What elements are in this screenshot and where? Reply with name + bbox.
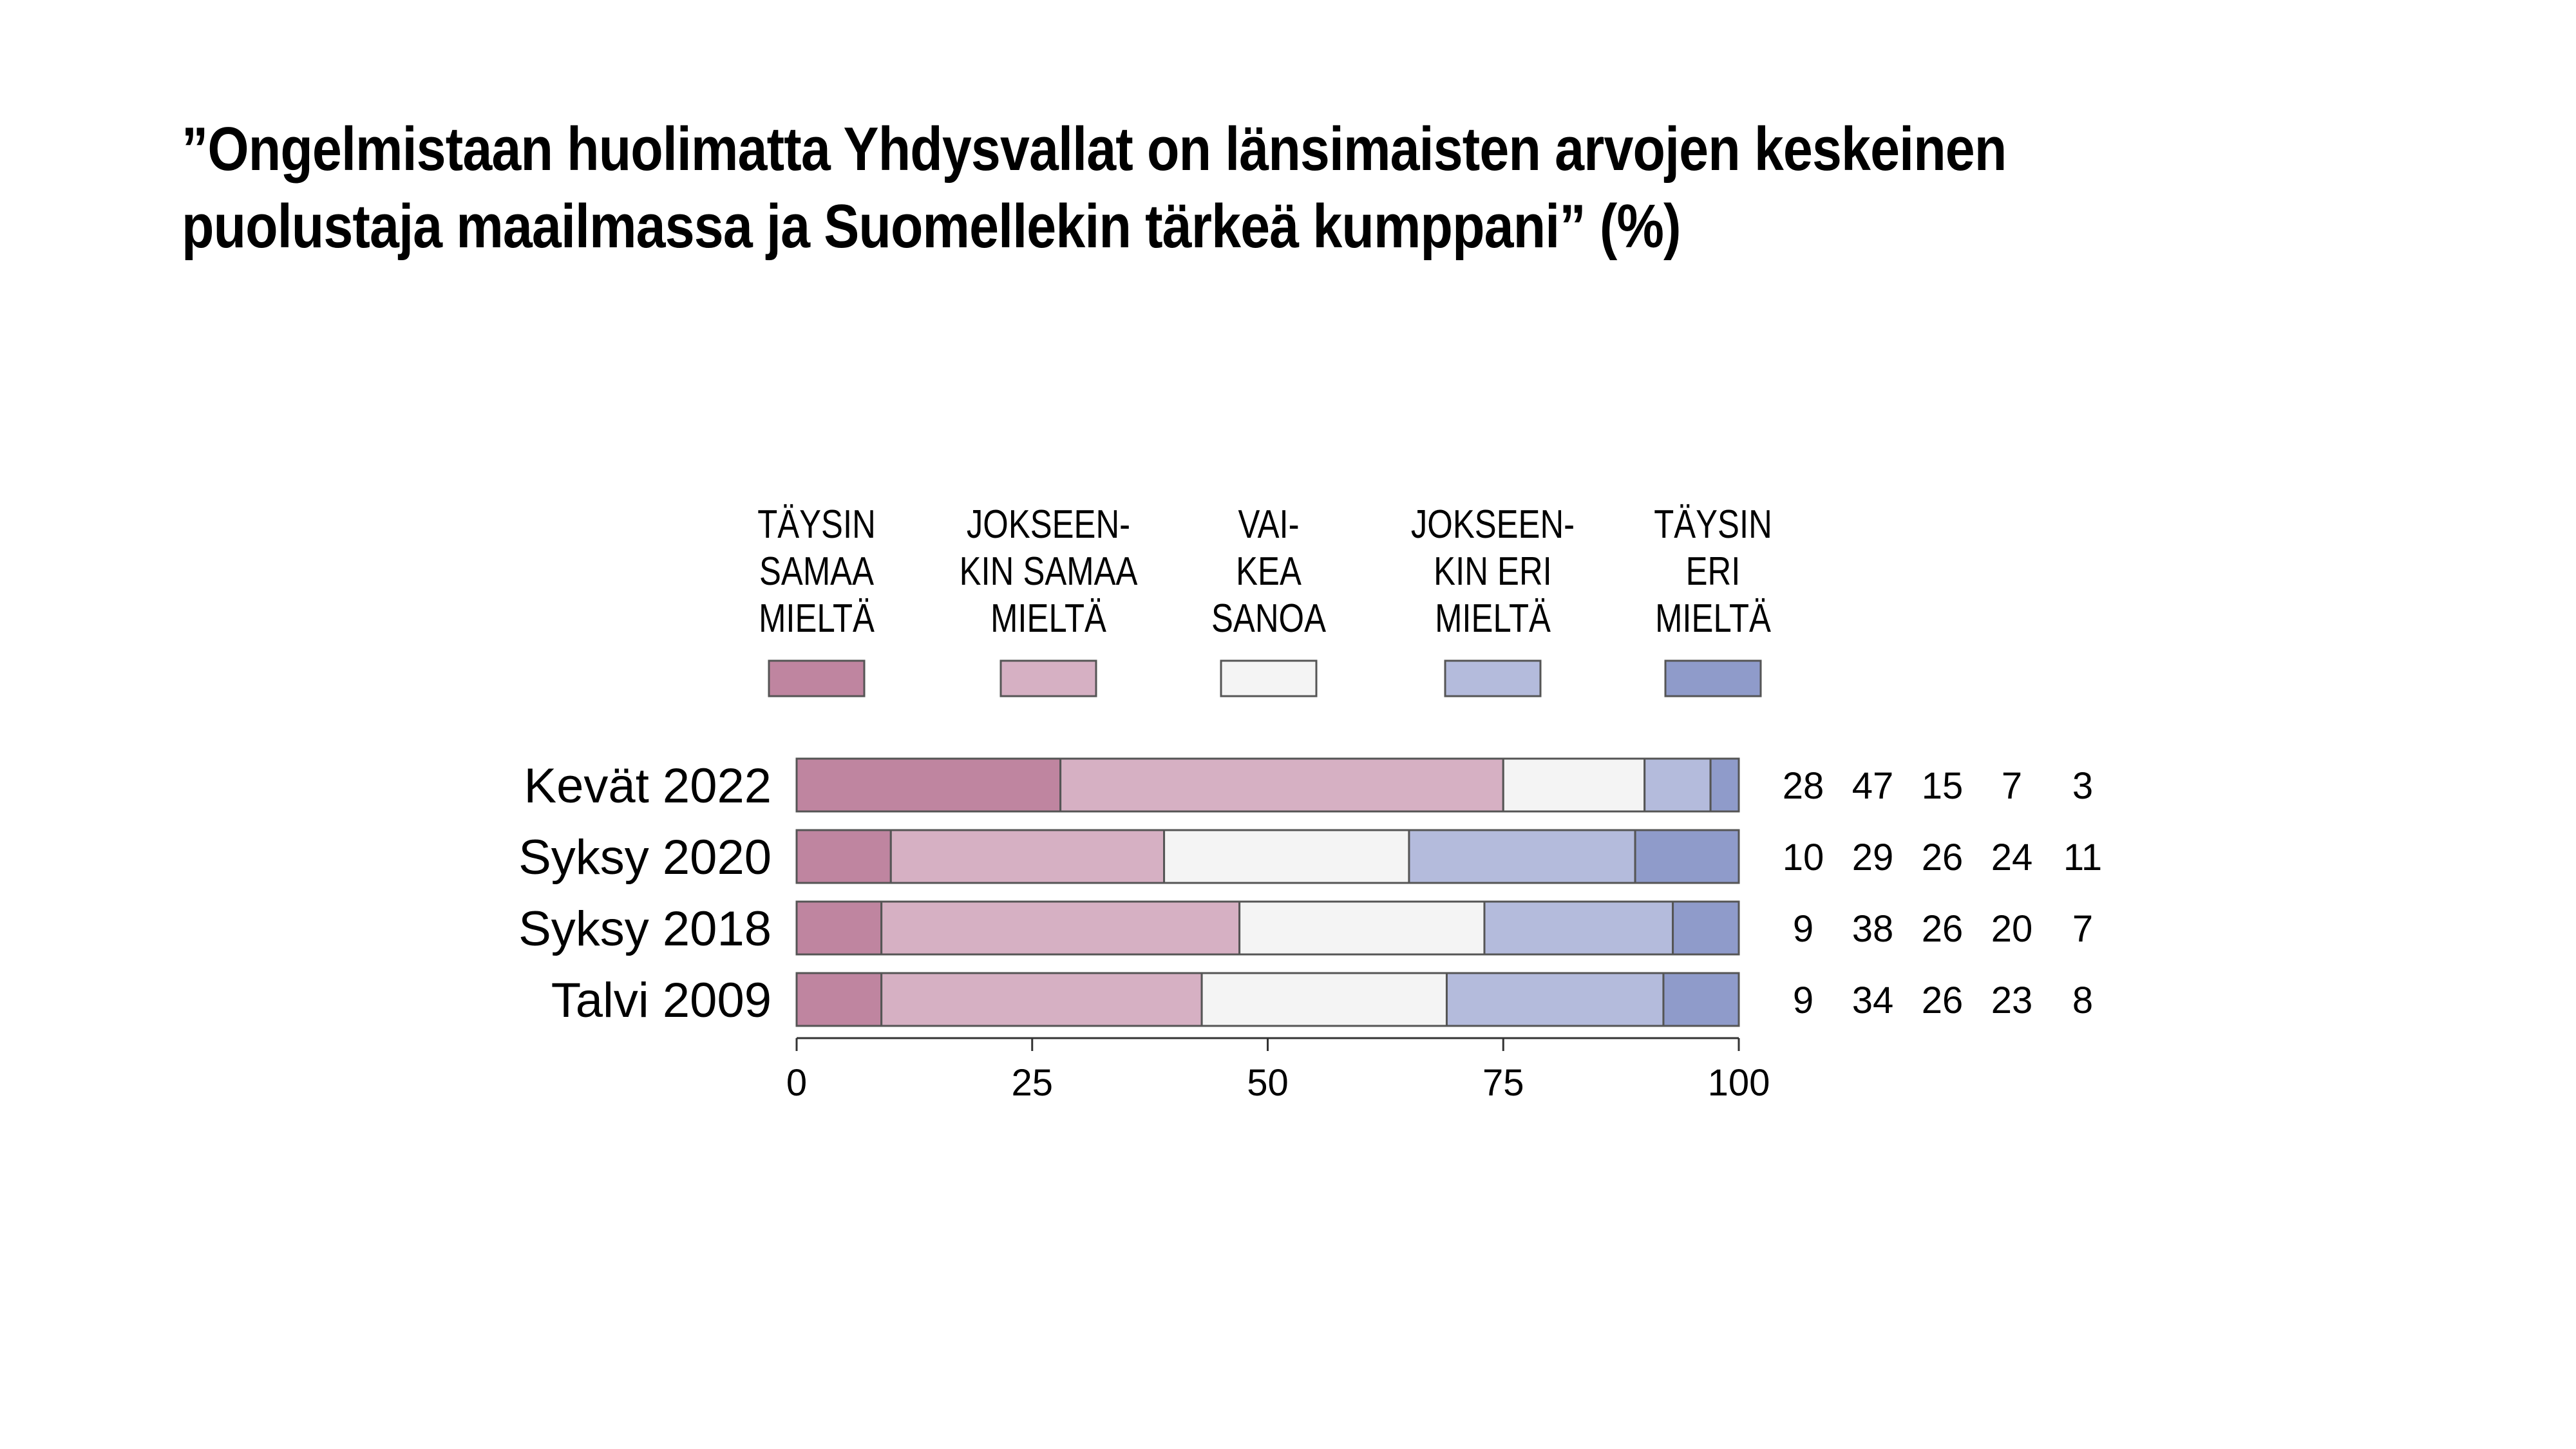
bar-segment	[1200, 972, 1448, 1027]
bars	[795, 757, 1740, 1027]
value-label: 10	[1783, 837, 1824, 878]
value-label: 26	[1922, 837, 1964, 878]
bar-row-4	[795, 972, 1740, 1027]
value-label: 8	[2072, 980, 2093, 1021]
value-label: 26	[1922, 980, 1964, 1021]
legend-swatch	[1444, 659, 1542, 697]
legend-swatch	[768, 659, 866, 697]
legend-label-line: JOKSEEN-	[967, 502, 1130, 547]
x-tick-label: 0	[786, 1062, 807, 1104]
value-label: 7	[2002, 765, 2022, 807]
value-labels: 28 47 15 7 3 10 29 26 24 11 9 38 26 20 7 9 34 26 23 8	[1783, 765, 2102, 1021]
bar-segment	[1502, 757, 1646, 813]
legend-label-line: KIN SAMAA	[960, 549, 1138, 594]
value-label: 7	[2072, 908, 2093, 950]
chart-title-line-2: puolustaja maailmassa ja Suomellekin tär…	[182, 192, 1681, 261]
bar-segment	[1238, 900, 1486, 956]
value-label: 28	[1783, 765, 1824, 807]
legend-label-line: KIN ERI	[1434, 549, 1552, 594]
bar-segment	[1408, 829, 1636, 884]
category-labels: Kevät 2022 Syksy 2020 Syksy 2018 Talvi 2009	[518, 759, 772, 1028]
bar-segment	[1445, 972, 1665, 1027]
category-label: Kevät 2022	[524, 759, 772, 813]
value-label: 15	[1922, 765, 1964, 807]
legend-label-line: SAMAA	[759, 549, 874, 594]
bar-segment	[1483, 900, 1674, 956]
bar-segment	[889, 829, 1166, 884]
bar-segment	[1672, 900, 1740, 956]
legend-label-line: ERI	[1686, 549, 1741, 594]
legend-label-line: MIELTÄ	[759, 596, 875, 641]
bar-row-3	[795, 900, 1740, 956]
value-label: 29	[1852, 837, 1894, 878]
bar-segment	[1059, 757, 1504, 813]
bar-segment	[795, 757, 1062, 813]
legend-label-line: JOKSEEN-	[1411, 502, 1575, 547]
legend-swatch	[999, 659, 1097, 697]
value-label: 9	[1793, 908, 1814, 950]
value-label: 20	[1991, 908, 2033, 950]
bar-segment	[1643, 757, 1712, 813]
chart-title-line-1: ”Ongelmistaan huolimatta Yhdysvallat on …	[182, 115, 2007, 184]
legend-label-line: VAI-	[1238, 502, 1299, 547]
x-tick-label: 25	[1011, 1062, 1053, 1104]
value-label: 23	[1991, 980, 2033, 1021]
value-label: 34	[1852, 980, 1894, 1021]
bar-segment	[795, 829, 892, 884]
category-label: Syksy 2018	[518, 902, 772, 956]
bar-segment	[1709, 757, 1740, 813]
bar-segment	[795, 900, 883, 956]
legend-label-line: MIELTÄ	[1435, 596, 1551, 641]
legend-label-line: MIELTÄ	[990, 596, 1106, 641]
bar-segment	[1662, 972, 1740, 1027]
legend-label-line: KEA	[1236, 549, 1302, 594]
x-tick-label: 100	[1708, 1062, 1770, 1104]
legend-swatch	[1664, 659, 1762, 697]
value-label: 47	[1852, 765, 1894, 807]
chart-title: ”Ongelmistaan huolimatta Yhdysvallat on …	[182, 111, 2120, 265]
value-label: 24	[1991, 837, 2033, 878]
bar-row-1	[795, 757, 1740, 813]
bar-segment	[1634, 829, 1740, 884]
value-label: 11	[2063, 837, 2102, 878]
legend-swatch	[1220, 659, 1318, 697]
value-label: 3	[2072, 765, 2093, 807]
value-label: 9	[1793, 980, 1814, 1021]
legend-label-line: TÄYSIN	[1654, 502, 1772, 547]
legend-label-line: MIELTÄ	[1655, 596, 1771, 641]
x-tick-label: 50	[1247, 1062, 1289, 1104]
bar-segment	[1163, 829, 1410, 884]
value-label: 26	[1922, 908, 1964, 950]
legend-label-line: TÄYSIN	[757, 502, 876, 547]
category-label: Talvi 2009	[551, 973, 772, 1028]
bar-segment	[795, 972, 883, 1027]
value-label: 38	[1852, 908, 1894, 950]
bar-row-2	[795, 829, 1740, 884]
category-label: Syksy 2020	[518, 830, 772, 885]
x-tick-label: 75	[1482, 1062, 1524, 1104]
bar-segment	[880, 972, 1203, 1027]
x-axis: 0 25 50 75 100	[786, 1037, 1770, 1104]
bar-segment	[880, 900, 1241, 956]
legend-label-line: SANOA	[1211, 596, 1326, 641]
